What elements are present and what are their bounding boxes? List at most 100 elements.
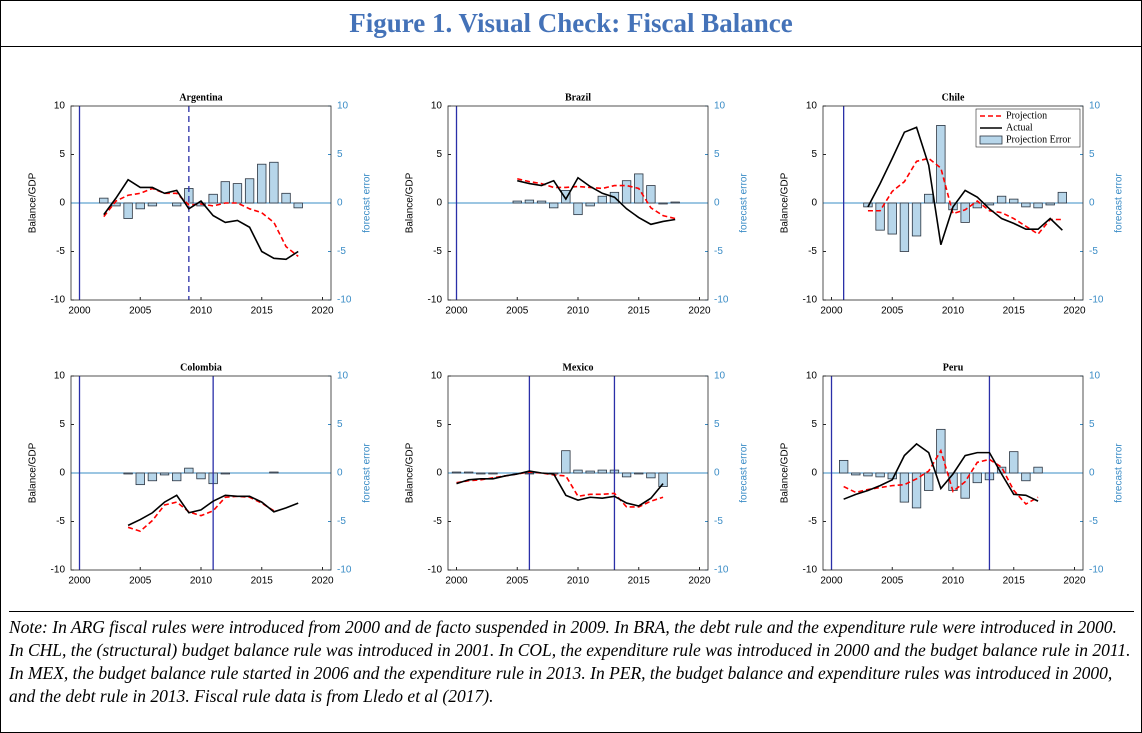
y-tick-label: -5	[808, 246, 817, 257]
error-bar	[646, 472, 656, 479]
x-tick-label: 2010	[190, 576, 213, 587]
series-line	[127, 495, 275, 533]
error-bar	[1021, 202, 1031, 208]
error-bar	[899, 472, 910, 503]
error-bar	[911, 202, 922, 237]
y-tick-label: -5	[433, 516, 442, 527]
y2-tick-label: 5	[1089, 419, 1095, 430]
error-bar	[1033, 202, 1043, 209]
y-tick-label: -5	[808, 516, 817, 527]
error-bar	[875, 202, 885, 231]
error-bar	[984, 202, 995, 206]
y2-tick-label: 0	[337, 468, 343, 479]
x-tick-label: 2020	[311, 306, 334, 317]
series-line	[517, 176, 676, 226]
error-bar	[208, 193, 218, 204]
plot-frame	[447, 105, 709, 301]
error-bar	[196, 472, 206, 480]
legend-label: Actual	[1006, 122, 1033, 133]
y-axis-label: Balance/GDP	[28, 442, 39, 503]
y-tick-label: -10	[803, 295, 818, 306]
x-tick-label: 2015	[628, 306, 651, 317]
x-tick-label: 2015	[251, 576, 274, 587]
chart-title: Colombia	[180, 362, 222, 373]
x-tick-label: 2020	[688, 576, 711, 587]
chart-title: Peru	[943, 362, 964, 373]
y2-tick-label: 5	[714, 419, 720, 430]
error-bar	[244, 178, 255, 204]
error-bar	[99, 197, 109, 204]
y2-tick-label: 0	[1089, 468, 1095, 479]
chart-title: Brazil	[565, 92, 591, 103]
error-bar	[658, 472, 668, 487]
y-tick-label: 0	[436, 468, 442, 479]
y-tick-label: 5	[59, 149, 65, 160]
error-bar	[972, 472, 982, 484]
y-axis-label: Balance/GDP	[780, 442, 791, 503]
error-bar	[269, 471, 279, 474]
error-bar	[924, 193, 934, 204]
y2-axis-label: forecast error	[362, 173, 373, 233]
y2-tick-label: -5	[714, 246, 723, 257]
error-bar	[524, 199, 535, 204]
y-tick-label: 0	[811, 198, 817, 209]
series-line	[103, 178, 299, 261]
series-line	[456, 470, 664, 507]
y2-tick-label: -10	[337, 565, 352, 576]
error-bar	[147, 202, 158, 207]
error-bar	[269, 161, 279, 204]
y2-tick-label: 10	[1089, 101, 1101, 112]
y-tick-label: -10	[51, 565, 66, 576]
x-tick-label: 2005	[881, 576, 904, 587]
y-tick-label: 10	[806, 101, 818, 112]
x-tick-label: 2020	[1063, 306, 1086, 317]
y-axis-label: Balance/GDP	[405, 172, 416, 233]
y2-tick-label: 10	[714, 371, 726, 382]
error-bar	[281, 192, 291, 204]
y2-tick-label: 5	[337, 419, 343, 430]
error-bar	[172, 202, 182, 207]
error-bar	[512, 200, 522, 204]
x-tick-label: 2015	[628, 576, 651, 587]
error-bar	[451, 471, 462, 474]
y-tick-label: 5	[59, 419, 65, 430]
error-bar	[257, 163, 267, 204]
error-bar	[488, 472, 498, 475]
note: Note: In ARG fiscal rules were introduce…	[9, 611, 1134, 708]
legend-label: Projection Error	[1006, 134, 1071, 145]
y2-tick-label: 10	[337, 371, 349, 382]
error-bar	[924, 472, 934, 491]
y-tick-label: 10	[54, 101, 66, 112]
error-bar	[621, 472, 632, 478]
x-tick-label: 2015	[1003, 306, 1026, 317]
x-tick-label: 2020	[688, 306, 711, 317]
y2-axis-label: forecast error	[1114, 173, 1125, 233]
x-tick-label: 2015	[251, 306, 274, 317]
chart-title: Chile	[942, 92, 965, 103]
x-tick-label: 2020	[1063, 576, 1086, 587]
legend-swatch	[979, 135, 1003, 145]
y2-tick-label: 0	[714, 198, 720, 209]
y2-tick-label: -10	[1089, 565, 1104, 576]
series-line	[867, 157, 1063, 236]
error-bar	[658, 202, 668, 205]
error-bar	[293, 202, 303, 209]
y2-tick-label: -10	[337, 295, 352, 306]
plot-frame	[447, 375, 709, 571]
x-tick-label: 2000	[68, 306, 91, 317]
error-bar	[1033, 466, 1043, 474]
y2-tick-label: -10	[714, 295, 729, 306]
y2-axis-label: forecast error	[739, 173, 750, 233]
error-bar	[123, 202, 133, 219]
x-tick-label: 2005	[129, 306, 152, 317]
y-tick-label: 10	[806, 371, 818, 382]
charts: Argentina Balance/GDP forecast error -10 -5 0…	[28, 92, 1125, 587]
x-tick-label: 2010	[567, 576, 590, 587]
y-tick-label: -10	[803, 565, 818, 576]
chart-title: Mexico	[562, 362, 593, 373]
x-tick-label: 2005	[506, 306, 529, 317]
y2-axis-label: forecast error	[1114, 443, 1125, 503]
series-line	[843, 442, 1039, 502]
y2-tick-label: -5	[1089, 516, 1098, 527]
